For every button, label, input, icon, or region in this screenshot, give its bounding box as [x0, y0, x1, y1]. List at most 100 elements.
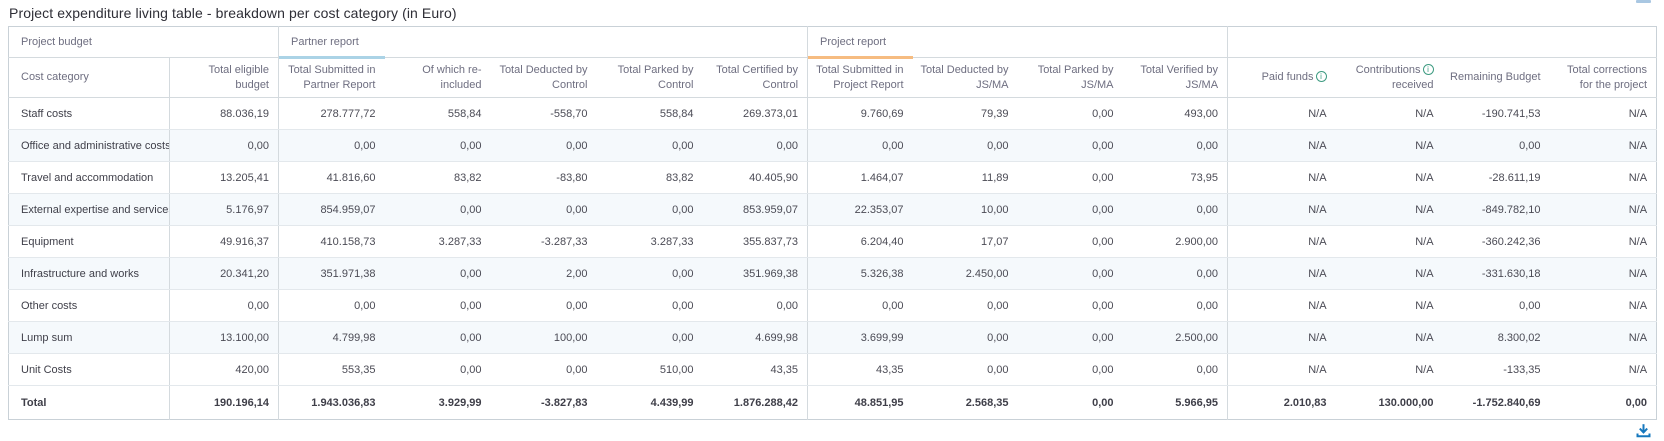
- table-cell: 2.010,83: [1227, 385, 1336, 420]
- table-cell: 1.464,07: [807, 161, 913, 194]
- partner-underline: [279, 56, 385, 59]
- table-cell: 0,00: [1017, 161, 1123, 194]
- table-cell: 2,00: [490, 257, 597, 290]
- column-header: Total Deducted by Control: [490, 57, 597, 98]
- table-cell: N/A: [1227, 289, 1336, 322]
- row-label: Unit Costs: [8, 353, 170, 386]
- table-cell: 2.500,00: [1122, 321, 1228, 354]
- table-cell: 0,00: [912, 129, 1018, 162]
- table-cell: 0,00: [596, 257, 703, 290]
- table-cell: 0,00: [1017, 257, 1123, 290]
- table-cell: 558,84: [596, 97, 703, 130]
- column-header: Total Deducted by JS/MA: [912, 57, 1018, 98]
- column-header-label: Total Verified by JS/MA: [1140, 64, 1219, 91]
- column-header-label: Total Certified by Control: [716, 64, 799, 91]
- row-label: Other costs: [8, 289, 170, 322]
- table-cell: 3.699,99: [807, 321, 913, 354]
- table-cell: 0,00: [1017, 193, 1123, 226]
- table-cell: 0,00: [490, 353, 597, 386]
- table-cell: 130.000,00: [1335, 385, 1443, 420]
- table-cell: -3.827,83: [490, 385, 597, 420]
- table-cell: N/A: [1335, 97, 1443, 130]
- info-icon[interactable]: i: [1422, 64, 1434, 76]
- table-cell: 0,00: [384, 193, 491, 226]
- row-label: Travel and accommodation: [8, 161, 170, 194]
- column-header: Total Submitted in Partner Report: [278, 57, 385, 98]
- table-row: Staff costs 88.036,19 278.777,72 558,84 -558…: [8, 97, 1657, 130]
- table-cell: 83,82: [596, 161, 703, 194]
- table-cell: 558,84: [384, 97, 491, 130]
- table-cell: 0,00: [1122, 289, 1228, 322]
- table-cell: 3.287,33: [384, 225, 491, 258]
- table-cell: -849.782,10: [1442, 193, 1550, 226]
- table-cell: 43,35: [807, 353, 913, 386]
- column-header-label: Total Parked by JS/MA: [1037, 64, 1114, 91]
- table-cell: 13.100,00: [169, 321, 279, 354]
- column-header-label: Total corrections for the project: [1566, 64, 1648, 91]
- table-row: Infrastructure and works 20.341,20 351.971…: [8, 257, 1657, 290]
- table-cell: N/A: [1227, 257, 1336, 290]
- group-header-row: Project budget Partner report Project repo…: [8, 26, 1657, 59]
- table-row: Lump sum 13.100,00 4.799,98 0,00 100,00 0,00 4…: [8, 321, 1657, 354]
- column-header: Total Verified by JS/MA: [1122, 57, 1228, 98]
- table-cell: 0,00: [596, 289, 703, 322]
- column-header-label: Paid funds: [1261, 71, 1314, 84]
- table-cell: N/A: [1227, 97, 1336, 130]
- table-row: External expertise and services 5.176,97 8…: [8, 193, 1657, 226]
- table-cell: N/A: [1335, 161, 1443, 194]
- column-header: Paid funds i: [1227, 57, 1336, 98]
- table-cell: N/A: [1549, 161, 1657, 194]
- table-cell: -558,70: [490, 97, 597, 130]
- table-cell: 5.176,97: [169, 193, 279, 226]
- column-header: Total eligible budget: [169, 57, 279, 98]
- table-cell: -83,80: [490, 161, 597, 194]
- table-cell: 420,00: [169, 353, 279, 386]
- table-cell: N/A: [1549, 193, 1657, 226]
- table-row: Equipment 49.916,37 410.158,73 3.287,33 -3.2…: [8, 225, 1657, 258]
- column-header: Total Parked by JS/MA: [1017, 57, 1123, 98]
- table-cell: 0,00: [1017, 129, 1123, 162]
- column-header: Cost category: [8, 57, 170, 98]
- table-cell: 0,00: [702, 289, 808, 322]
- column-header-label: Of which re-included: [422, 64, 482, 91]
- cutoff-element: [1636, 0, 1651, 3]
- info-icon[interactable]: i: [1315, 71, 1327, 83]
- table-cell: 5.326,38: [807, 257, 913, 290]
- table-cell: N/A: [1335, 289, 1443, 322]
- column-header: Total Certified by Control: [702, 57, 808, 98]
- group-header-project-report: Project report: [807, 26, 1228, 59]
- table-cell: 48.851,95: [807, 385, 913, 420]
- row-label: Equipment: [8, 225, 170, 258]
- total-row: Total 190.196,14 1.943.036,83 3.929,99 -3.82…: [8, 385, 1657, 420]
- table-cell: 0,00: [490, 129, 597, 162]
- group-header-payments: [1227, 26, 1657, 58]
- column-header-label: Remaining Budget: [1450, 71, 1541, 84]
- table-cell: 0,00: [1549, 385, 1657, 420]
- table-cell: 0,00: [384, 289, 491, 322]
- table-cell: 0,00: [912, 289, 1018, 322]
- table-cell: 73,95: [1122, 161, 1228, 194]
- table-cell: 0,00: [912, 321, 1018, 354]
- table-cell: N/A: [1335, 257, 1443, 290]
- table-cell: N/A: [1227, 161, 1336, 194]
- group-label: Partner report: [291, 36, 359, 48]
- table-cell: 269.373,01: [702, 97, 808, 130]
- table-cell: 0,00: [1017, 289, 1123, 322]
- column-header-row: Cost category Total eligible budget Total …: [8, 57, 1657, 98]
- table-cell: 2.450,00: [912, 257, 1018, 290]
- table-cell: 4.699,98: [702, 321, 808, 354]
- column-header: Remaining Budget: [1442, 57, 1550, 98]
- download-icon[interactable]: [1636, 423, 1651, 438]
- table-cell: 190.196,14: [169, 385, 279, 420]
- table-cell: 351.969,38: [702, 257, 808, 290]
- row-label: Total: [8, 385, 170, 420]
- table-cell: 0,00: [384, 321, 491, 354]
- column-header-label: Total Deducted by JS/MA: [920, 64, 1009, 91]
- table-cell: 0,00: [169, 289, 279, 322]
- table-cell: 0,00: [1122, 353, 1228, 386]
- table-cell: 0,00: [490, 193, 597, 226]
- table-cell: 2.568,35: [912, 385, 1018, 420]
- table-cell: 493,00: [1122, 97, 1228, 130]
- table-cell: -190.741,53: [1442, 97, 1550, 130]
- row-label: Staff costs: [8, 97, 170, 130]
